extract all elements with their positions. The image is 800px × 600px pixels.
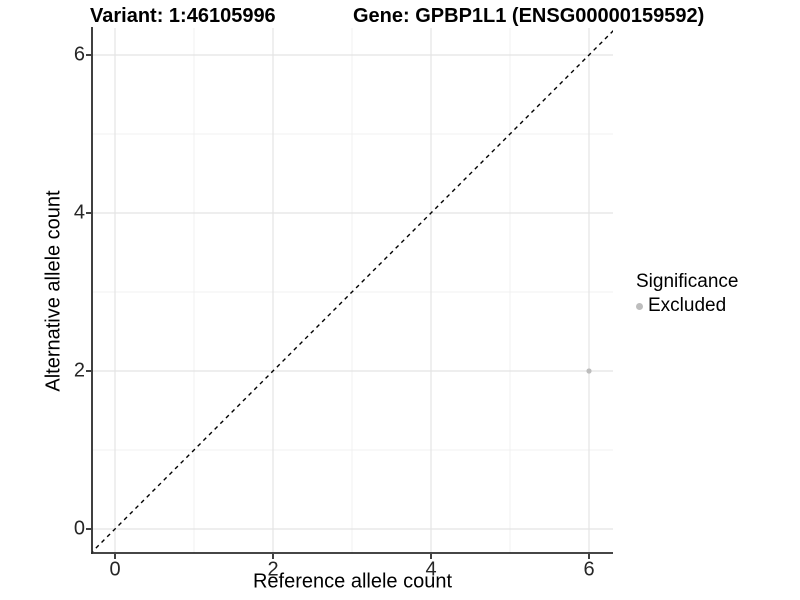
legend-entry-label: Excluded bbox=[648, 295, 727, 316]
x-tick-label: 4 bbox=[425, 558, 437, 581]
x-tick-label: 6 bbox=[583, 558, 595, 581]
y-tick-label: 2 bbox=[73, 359, 85, 382]
y-axis-title: Alternative allele count bbox=[42, 189, 65, 392]
identity-dashed-line bbox=[92, 30, 613, 553]
legend-title: Significance bbox=[636, 271, 739, 292]
x-axis-title: Reference allele count bbox=[252, 570, 453, 593]
legend: Significance Excluded bbox=[636, 270, 738, 317]
y-tick-label: 6 bbox=[73, 43, 85, 66]
y-tick-label: 4 bbox=[73, 201, 85, 224]
y-tick-label: 0 bbox=[73, 517, 85, 540]
plot-title-gene: Gene: GPBP1L1 (ENSG00000159592) bbox=[353, 5, 705, 27]
legend-point-swatch-icon bbox=[636, 302, 643, 310]
legend-entry: Excluded bbox=[636, 295, 738, 317]
x-tick-label: 0 bbox=[109, 558, 121, 581]
plot-title-variant: Variant: 1:46105996 bbox=[90, 5, 276, 27]
x-tick-label: 2 bbox=[267, 558, 279, 581]
data-point bbox=[586, 368, 592, 374]
